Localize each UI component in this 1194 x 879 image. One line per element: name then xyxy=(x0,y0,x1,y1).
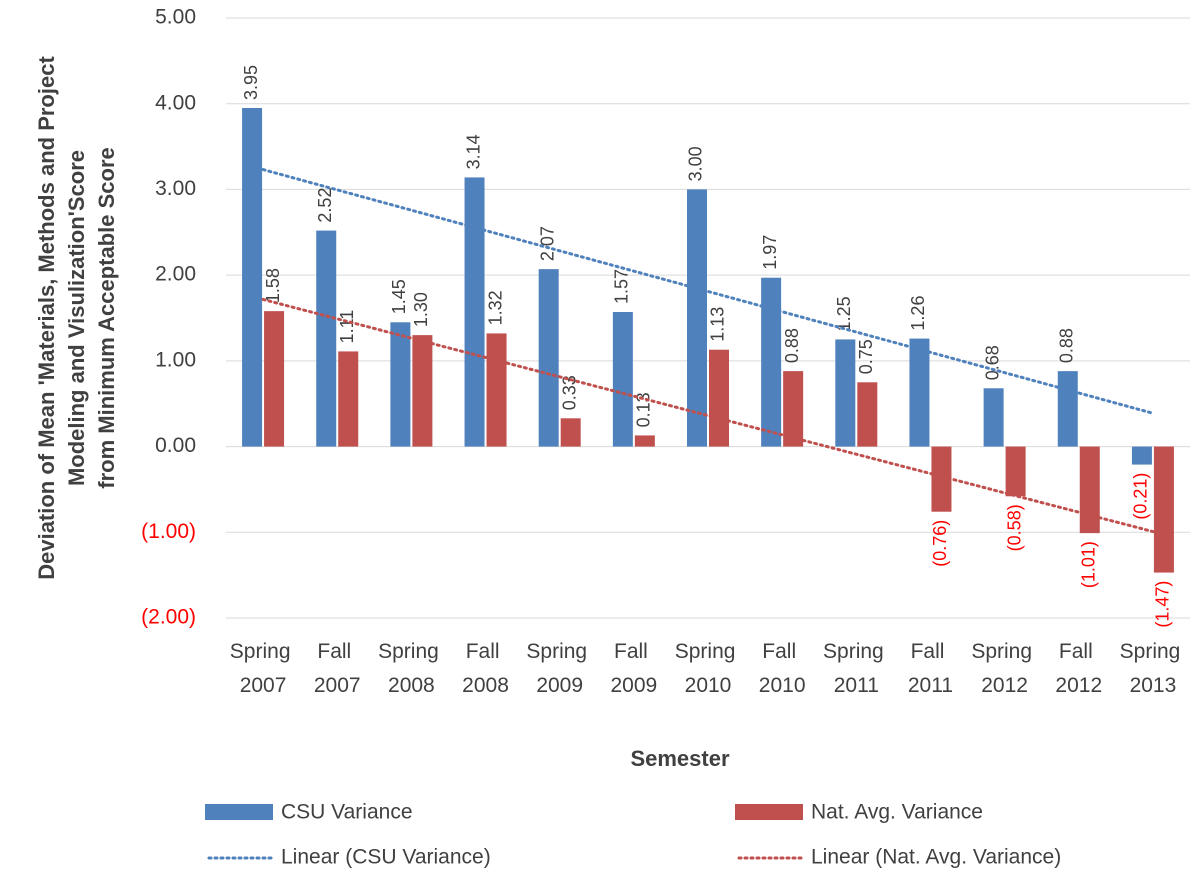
value-label: 0.88 xyxy=(782,328,802,363)
value-label: (0.76) xyxy=(930,520,950,567)
bar xyxy=(560,418,581,447)
value-label: 3.14 xyxy=(463,134,483,169)
legend-label: Nat. Avg. Variance xyxy=(811,801,983,824)
y-tick-label: 0.00 xyxy=(155,434,196,457)
y-tick-label: 2.00 xyxy=(155,263,196,286)
bar xyxy=(634,435,655,447)
x-tick-label: Spring 2009 xyxy=(526,640,593,697)
x-tick-label: Spring 2011 xyxy=(823,640,890,697)
value-label: 1.45 xyxy=(389,279,409,314)
value-label: 0.75 xyxy=(856,339,876,374)
bar xyxy=(709,349,729,447)
bar xyxy=(538,269,559,447)
bar xyxy=(909,338,930,447)
legend-swatch xyxy=(735,804,803,820)
x-tick-label: Fall 2011 xyxy=(908,640,953,697)
value-label: 1.97 xyxy=(760,235,780,270)
x-tick-label: Spring 2007 xyxy=(230,640,297,697)
bar xyxy=(612,312,633,447)
y-axis-title: from Minimum Acceptable Score xyxy=(94,147,119,488)
value-label: (0.58) xyxy=(1004,504,1024,551)
trendline xyxy=(261,168,1155,415)
bar xyxy=(412,335,433,447)
y-tick-label: 1.00 xyxy=(155,348,196,371)
bar xyxy=(857,382,878,447)
legend-label: Linear (CSU Variance) xyxy=(281,846,491,869)
bar xyxy=(983,388,1004,447)
y-tick-label: (2.00) xyxy=(141,606,196,629)
x-axis-title: Semester xyxy=(630,746,730,771)
bar xyxy=(338,351,359,447)
bar xyxy=(390,322,411,447)
legend-swatch xyxy=(205,804,273,820)
bar xyxy=(1057,371,1078,447)
value-label: 0.68 xyxy=(982,345,1002,380)
bar xyxy=(835,339,856,447)
y-tick-label: 5.00 xyxy=(155,6,196,29)
y-tick-label: 4.00 xyxy=(155,91,196,114)
value-label: 0.33 xyxy=(559,375,579,410)
legend-label: Linear (Nat. Avg. Variance) xyxy=(811,846,1061,869)
bar xyxy=(1131,446,1152,465)
bar xyxy=(1153,446,1174,573)
trendline xyxy=(261,297,1155,534)
x-tick-label: Spring 2013 xyxy=(1120,640,1187,697)
bar xyxy=(486,333,507,447)
bar xyxy=(242,108,263,447)
x-tick-label: Fall 2009 xyxy=(610,640,657,697)
bar xyxy=(761,277,782,447)
x-tick-label: Spring 2012 xyxy=(971,640,1038,697)
value-label: 3.95 xyxy=(241,65,261,100)
value-label: 1.32 xyxy=(485,290,505,325)
bar xyxy=(264,311,285,447)
value-label: 2.52 xyxy=(315,188,335,223)
value-label: 1.57 xyxy=(612,269,632,304)
value-label: 0.88 xyxy=(1057,328,1077,363)
x-tick-label: Fall 2012 xyxy=(1055,640,1102,697)
value-label: 3.00 xyxy=(686,146,706,181)
value-label: (1.47) xyxy=(1153,581,1173,628)
value-label: 1.30 xyxy=(411,292,431,327)
value-label: 1.13 xyxy=(708,307,728,342)
bar xyxy=(931,446,952,512)
bar xyxy=(1005,446,1026,497)
y-axis-title: Deviation of Mean 'Materials, Methods an… xyxy=(34,56,59,580)
x-tick-label: Fall 2008 xyxy=(462,640,509,697)
x-tick-label: Fall 2007 xyxy=(314,640,361,697)
value-label: (1.01) xyxy=(1079,541,1099,588)
x-tick-label: Fall 2010 xyxy=(759,640,806,697)
x-tick-label: Spring 2008 xyxy=(378,640,445,697)
bar xyxy=(464,177,485,447)
bar xyxy=(687,189,707,447)
y-axis-title: Modeling and Visulization'Score xyxy=(64,150,89,486)
value-label: 1.58 xyxy=(263,268,283,303)
value-label: 1.25 xyxy=(834,296,854,331)
value-label: 1.11 xyxy=(337,310,357,344)
value-label: 2.07 xyxy=(537,226,557,261)
value-label: 1.26 xyxy=(908,296,928,331)
bar xyxy=(316,230,337,447)
y-tick-label: (1.00) xyxy=(141,520,196,543)
bar xyxy=(783,371,804,447)
legend-label: CSU Variance xyxy=(281,801,413,824)
bar xyxy=(1079,446,1100,534)
value-label: (0.21) xyxy=(1131,473,1151,520)
x-tick-label: Spring 2010 xyxy=(675,640,742,697)
y-tick-label: 3.00 xyxy=(155,177,196,200)
